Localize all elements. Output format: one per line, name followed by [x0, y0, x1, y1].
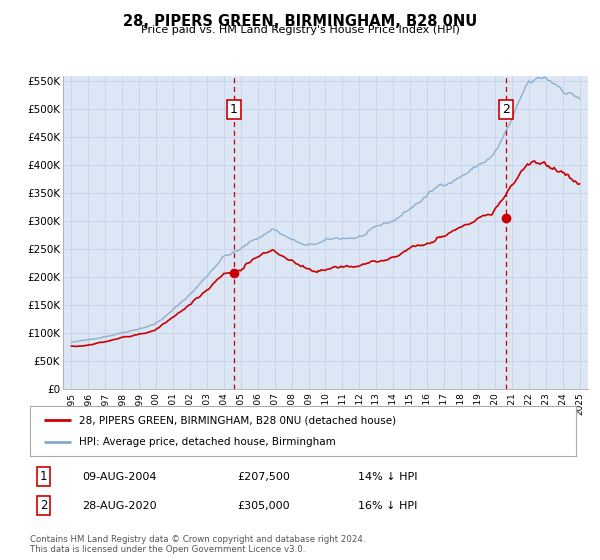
Text: 2: 2: [502, 102, 510, 116]
Text: 1: 1: [230, 102, 238, 116]
Text: 1: 1: [40, 470, 47, 483]
Text: £305,000: £305,000: [238, 501, 290, 511]
Text: 28, PIPERS GREEN, BIRMINGHAM, B28 0NU: 28, PIPERS GREEN, BIRMINGHAM, B28 0NU: [123, 14, 477, 29]
Text: 16% ↓ HPI: 16% ↓ HPI: [358, 501, 417, 511]
Text: 28-AUG-2020: 28-AUG-2020: [82, 501, 157, 511]
Text: 28, PIPERS GREEN, BIRMINGHAM, B28 0NU (detached house): 28, PIPERS GREEN, BIRMINGHAM, B28 0NU (d…: [79, 415, 396, 425]
Text: Contains HM Land Registry data © Crown copyright and database right 2024.
This d: Contains HM Land Registry data © Crown c…: [30, 535, 365, 554]
Text: 2: 2: [40, 499, 47, 512]
Text: HPI: Average price, detached house, Birmingham: HPI: Average price, detached house, Birm…: [79, 437, 336, 447]
Text: 14% ↓ HPI: 14% ↓ HPI: [358, 472, 417, 482]
Text: Price paid vs. HM Land Registry's House Price Index (HPI): Price paid vs. HM Land Registry's House …: [140, 25, 460, 35]
Text: 09-AUG-2004: 09-AUG-2004: [82, 472, 157, 482]
Text: £207,500: £207,500: [238, 472, 290, 482]
